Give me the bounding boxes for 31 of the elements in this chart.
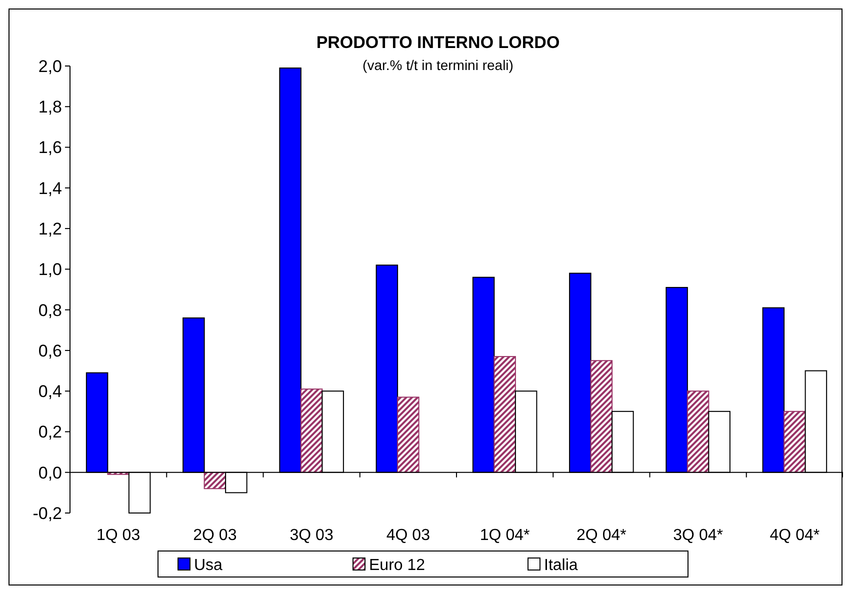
bar [590,360,613,473]
chart-subtitle: (var.% t/t in termini reali) [362,57,514,73]
bar [494,356,516,473]
bar [397,396,420,473]
y-tick-label: 0,6 [38,341,62,360]
y-tick-label: 1,8 [38,98,62,117]
y-tick-label: 1,6 [38,138,62,158]
y-tick-label: 1,2 [38,219,62,238]
legend-label: Euro 12 [369,557,426,574]
y-tick-label: 0,2 [38,422,62,442]
x-tick-label: 3Q 03 [290,527,334,544]
x-tick-label: 1Q 03 [96,527,140,544]
y-tick-label: 2,0 [38,56,62,76]
legend-label: Usa [194,557,223,574]
x-tick-label: 1Q 04* [480,527,530,544]
y-tick-label: 0,8 [38,300,62,320]
x-tick-label: 4Q 03 [386,527,430,544]
bar [300,388,323,473]
y-tick-label: 1,4 [38,178,62,198]
x-tick-label: 4Q 04* [770,527,820,544]
y-tick-label: -0,2 [32,504,62,523]
y-tick-label: 0,4 [38,382,62,402]
x-tick-label: 2Q 04* [576,527,626,544]
legend-label: Italia [544,557,578,574]
bar [784,410,806,473]
x-tick-label: 2Q 03 [193,527,237,544]
bar [686,390,710,473]
chart-title: PRODOTTO INTERNO LORDO [316,33,560,52]
x-tick-label: 3Q 04* [673,527,723,544]
y-tick-label: 0,0 [38,463,62,482]
y-tick-label: 1,0 [38,260,62,280]
